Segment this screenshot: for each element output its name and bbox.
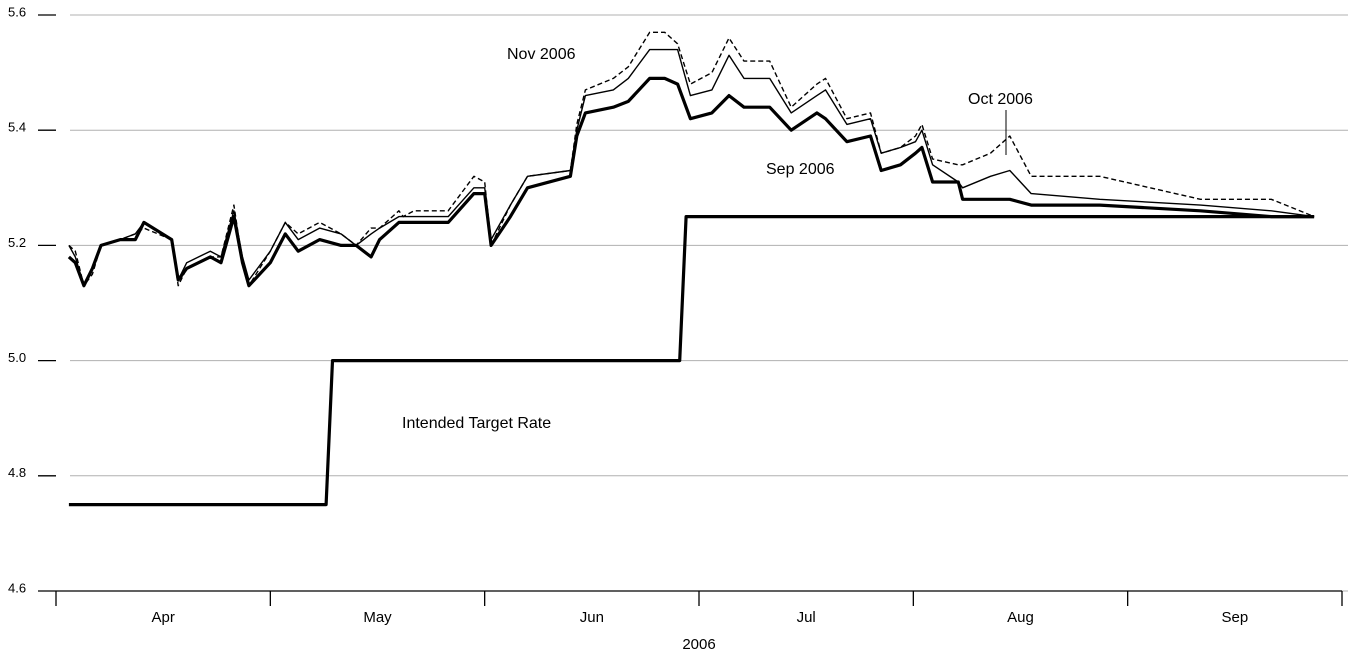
x-axis-label: 2006 bbox=[682, 636, 715, 653]
y-tick-label: 5.4 bbox=[8, 120, 26, 135]
series-label: Oct 2006 bbox=[968, 91, 1033, 108]
series-line bbox=[68, 48, 1315, 287]
y-tick-label: 4.6 bbox=[8, 580, 26, 595]
y-tick-label: 5.2 bbox=[8, 235, 26, 250]
x-tick-label: Sep bbox=[1221, 609, 1248, 626]
x-tick-label: Jul bbox=[797, 609, 816, 626]
x-tick-label: May bbox=[363, 609, 392, 626]
series-line bbox=[68, 215, 1315, 507]
series-label: Nov 2006 bbox=[507, 46, 576, 63]
y-tick-label: 5.0 bbox=[8, 350, 26, 365]
series-line bbox=[68, 31, 1315, 287]
series-label: Sep 2006 bbox=[766, 161, 835, 178]
x-tick-label: Jun bbox=[580, 609, 604, 626]
series-label: Intended Target Rate bbox=[402, 415, 551, 432]
y-tick-label: 5.6 bbox=[8, 4, 26, 19]
x-tick-label: Aug bbox=[1007, 609, 1034, 626]
x-tick-label: Apr bbox=[151, 609, 174, 626]
y-tick-label: 4.8 bbox=[8, 465, 26, 480]
